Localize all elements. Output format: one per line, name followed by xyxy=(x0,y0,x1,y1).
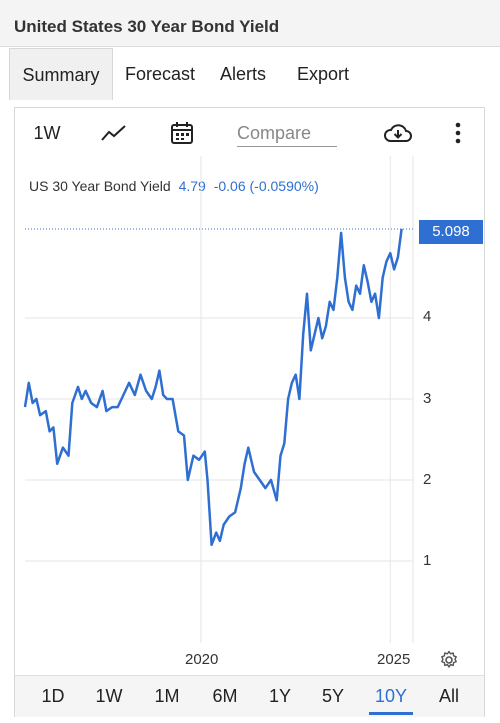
range-1d-button[interactable]: 1D xyxy=(41,686,65,706)
chart-legend: US 30 Year Bond Yield 4.79 -0.06 (-0.059… xyxy=(29,178,319,194)
chart-card: 1W Compare US 30 Ye xyxy=(14,107,485,717)
y-tick-label: 2 xyxy=(423,471,432,488)
y-tick-label: 4 xyxy=(423,308,432,325)
gear-icon[interactable] xyxy=(439,650,459,675)
tab-alerts[interactable]: Alerts xyxy=(219,64,266,84)
range-5y-button[interactable]: 5Y xyxy=(321,686,345,706)
app-header: United States 30 Year Bond Yield xyxy=(0,0,500,47)
page-title: United States 30 Year Bond Yield xyxy=(14,17,280,36)
range-6m-button[interactable]: 6M xyxy=(212,686,238,706)
tab-summary[interactable]: Summary xyxy=(9,48,113,100)
y-tick-label: 3 xyxy=(423,390,432,407)
legend-change-pct: (-0.0590%) xyxy=(249,178,319,194)
last-value-label: 5.098 xyxy=(419,220,483,244)
range-selector: 1D 1W 1M 6M 1Y 5Y 10Y All xyxy=(15,675,484,717)
x-tick-label: 2025 xyxy=(377,651,411,668)
tab-forecast[interactable]: Forecast xyxy=(124,64,196,84)
range-10y-button[interactable]: 10Y xyxy=(369,676,413,717)
range-1w-button[interactable]: 1W xyxy=(95,686,123,706)
line-chart[interactable] xyxy=(15,108,484,675)
series-line xyxy=(23,228,403,547)
range-all-button[interactable]: All xyxy=(438,686,459,706)
chart-toolbar: 1W Compare xyxy=(15,108,484,158)
x-tick-label: 2020 xyxy=(185,651,219,668)
cloud-download-icon[interactable] xyxy=(381,108,415,158)
compare-placeholder: Compare xyxy=(237,123,312,143)
more-vertical-icon[interactable] xyxy=(448,108,468,158)
y-tick-label: 1 xyxy=(423,552,432,569)
line-chart-icon[interactable] xyxy=(99,108,129,158)
legend-series-name: US 30 Year Bond Yield xyxy=(29,178,171,194)
compare-input[interactable]: Compare xyxy=(237,120,337,147)
calendar-icon[interactable] xyxy=(167,108,197,158)
legend-value: 4.79 xyxy=(178,178,206,194)
range-1m-button[interactable]: 1M xyxy=(154,686,180,706)
tab-export[interactable]: Export xyxy=(296,64,350,84)
range-1y-button[interactable]: 1Y xyxy=(268,686,292,706)
legend-change: -0.06 xyxy=(213,178,246,194)
interval-button[interactable]: 1W xyxy=(33,122,61,143)
tab-bar: Summary Forecast Alerts Export xyxy=(0,48,500,100)
